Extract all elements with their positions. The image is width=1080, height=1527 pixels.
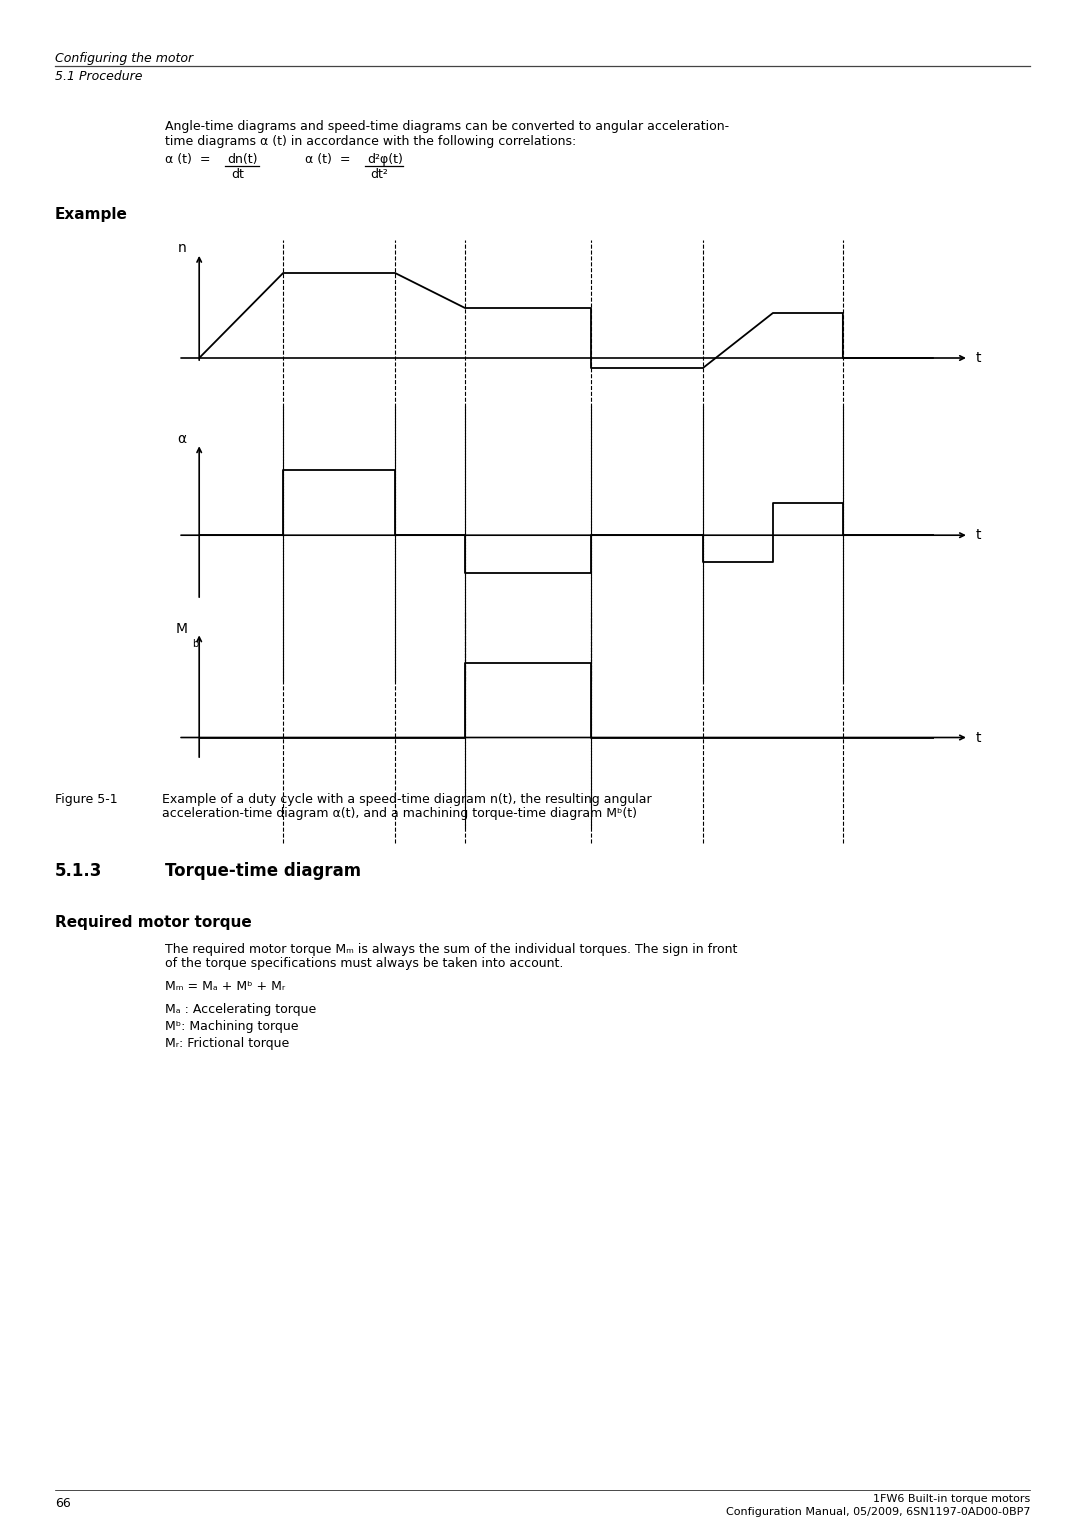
Text: n: n <box>177 241 186 255</box>
Text: time diagrams α (t) in accordance with the following correlations:: time diagrams α (t) in accordance with t… <box>165 134 577 148</box>
Text: Required motor torque: Required motor torque <box>55 915 252 930</box>
Text: d²φ(t): d²φ(t) <box>367 153 403 166</box>
Text: Mᵇ: Machining torque: Mᵇ: Machining torque <box>165 1020 298 1032</box>
Text: 66: 66 <box>55 1496 71 1510</box>
Text: dt: dt <box>231 168 244 182</box>
Text: t: t <box>976 351 982 365</box>
Text: t: t <box>976 528 982 542</box>
Text: 1FW6 Built-in torque motors: 1FW6 Built-in torque motors <box>873 1493 1030 1504</box>
Text: M: M <box>176 621 188 637</box>
Text: Configuration Manual, 05/2009, 6SN1197-0AD00-0BP7: Configuration Manual, 05/2009, 6SN1197-0… <box>726 1507 1030 1516</box>
Text: 5.1.3: 5.1.3 <box>55 863 103 880</box>
Text: Torque-time diagram: Torque-time diagram <box>165 863 361 880</box>
Text: Mᵣ: Frictional torque: Mᵣ: Frictional torque <box>165 1037 289 1051</box>
Text: α: α <box>177 432 186 446</box>
Text: 5.1 Procedure: 5.1 Procedure <box>55 70 143 82</box>
Text: b: b <box>192 638 199 649</box>
Text: t: t <box>976 730 982 745</box>
Text: dt²: dt² <box>370 168 388 182</box>
Text: acceleration-time diagram α(t), and a machining torque-time diagram Mᵇ(t): acceleration-time diagram α(t), and a ma… <box>162 806 637 820</box>
Text: Mₐ : Accelerating torque: Mₐ : Accelerating torque <box>165 1003 316 1015</box>
Text: Mₘ = Mₐ + Mᵇ + Mᵣ: Mₘ = Mₐ + Mᵇ + Mᵣ <box>165 980 285 993</box>
Text: Angle-time diagrams and speed-time diagrams can be converted to angular accelera: Angle-time diagrams and speed-time diagr… <box>165 121 729 133</box>
Text: The required motor torque Mₘ is always the sum of the individual torques. The si: The required motor torque Mₘ is always t… <box>165 944 738 956</box>
Text: dn(t): dn(t) <box>227 153 257 166</box>
Text: Example: Example <box>55 208 127 221</box>
Text: Configuring the motor: Configuring the motor <box>55 52 193 66</box>
Text: α (t)  =: α (t) = <box>305 153 351 166</box>
Text: α (t)  =: α (t) = <box>165 153 211 166</box>
Text: of the torque specifications must always be taken into account.: of the torque specifications must always… <box>165 957 564 970</box>
Text: Figure 5-1: Figure 5-1 <box>55 793 118 806</box>
Text: Example of a duty cycle with a speed-time diagram n(t), the resulting angular: Example of a duty cycle with a speed-tim… <box>162 793 651 806</box>
